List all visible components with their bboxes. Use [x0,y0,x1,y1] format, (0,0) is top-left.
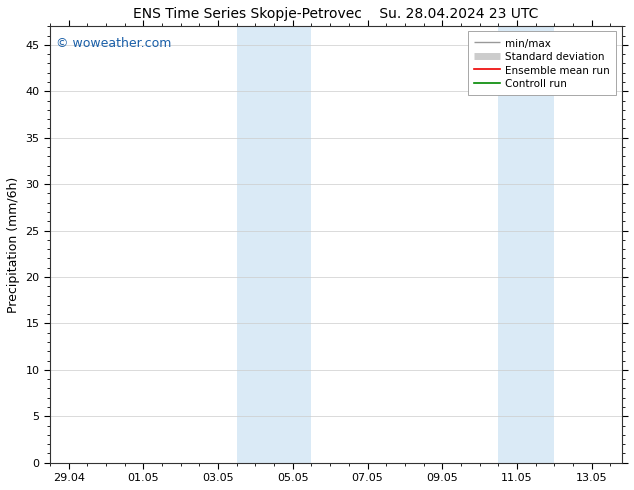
Bar [236,26,311,463]
Bar [498,26,554,463]
Title: ENS Time Series Skopje-Petrovec    Su. 28.04.2024 23 UTC: ENS Time Series Skopje-Petrovec Su. 28.0… [133,7,538,21]
Legend: min/max, Standard deviation, Ensemble mean run, Controll run: min/max, Standard deviation, Ensemble me… [468,31,616,95]
Text: © woweather.com: © woweather.com [56,37,171,50]
Y-axis label: Precipitation (mm/6h): Precipitation (mm/6h) [7,176,20,313]
